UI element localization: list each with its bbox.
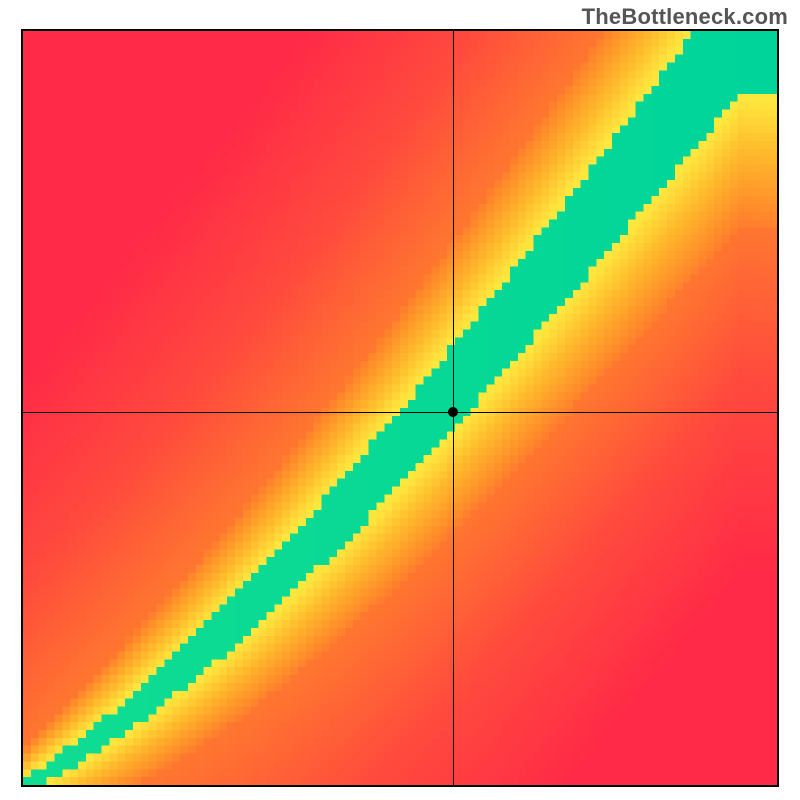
crosshair-horizontal	[23, 412, 777, 413]
chart-container: TheBottleneck.com	[0, 0, 800, 800]
watermark-text: TheBottleneck.com	[582, 4, 788, 30]
heatmap-plot-area	[21, 29, 779, 787]
crosshair-marker-dot	[448, 407, 458, 417]
bottleneck-heatmap	[23, 31, 777, 785]
